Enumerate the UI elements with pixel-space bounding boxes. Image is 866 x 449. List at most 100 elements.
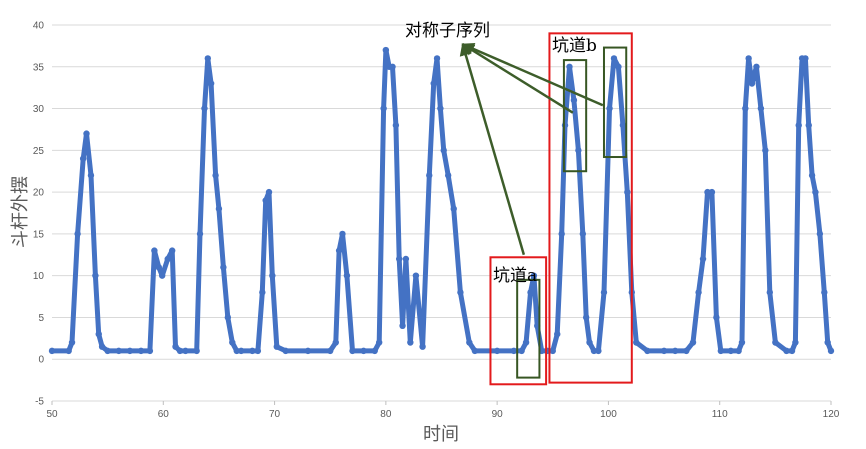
data-point [713,314,720,321]
data-point [689,339,697,346]
y-tick-label: 15 [33,229,45,240]
annotation-arrow [461,42,604,107]
data-point [708,188,716,196]
data-point [79,155,87,162]
data-point [586,339,593,346]
data-point [407,339,414,346]
data-point [137,347,145,355]
x-tick-label: 50 [46,409,58,420]
data-point [812,188,819,196]
data-point [65,347,72,355]
data-point [788,347,796,355]
data-point [795,122,802,129]
data-point [196,230,204,238]
data-point [672,347,679,355]
data-point [582,314,590,321]
data-point [600,289,608,296]
data-point [444,172,452,179]
data-point [254,347,262,355]
data-point [683,347,690,355]
x-tick-label: 90 [492,409,504,420]
x-axis-title: 时间 [423,424,459,445]
data-point [146,347,154,355]
data-point [522,339,530,346]
data-point [575,147,582,154]
data-point [98,343,106,350]
y-tick-label: 0 [38,355,44,366]
data-point [172,343,179,350]
data-point [610,55,618,62]
data-point [375,339,383,346]
data-point [766,289,773,296]
data-point [158,272,166,279]
pit-b-box [548,32,633,384]
data-point [450,205,457,213]
x-tick-label: 100 [600,409,617,420]
y-tick-label: 20 [33,188,45,199]
data-point [704,188,711,196]
y-tick-label: 40 [33,21,45,32]
x-tick-label: 70 [269,409,281,420]
data-point [389,63,396,70]
grid-lines [52,24,831,402]
data-point [595,347,602,355]
data-point [762,147,769,154]
data-point [419,343,426,350]
data-point [265,188,273,196]
data-point [430,80,437,87]
subsequence-box-a [516,278,541,379]
data-point [570,97,578,104]
data-point [182,347,189,355]
data-point [518,347,525,355]
data-point [126,347,134,355]
data-point [380,105,387,112]
data-point [249,347,256,355]
data-point [433,55,441,62]
data-point [382,46,390,54]
data-point [204,55,211,62]
x-tick-label: 110 [712,409,728,420]
data-point [349,347,356,355]
data-point [402,255,410,263]
data-point [87,172,95,179]
subsequence-box-b2 [602,46,628,159]
data-series [48,46,835,355]
data-point [201,105,208,112]
data-point [558,230,565,238]
data-point [259,289,266,296]
data-point [457,289,464,296]
data-point [392,122,400,129]
data-point [155,264,163,271]
y-axis-title: 斗杆外摆 [10,176,31,248]
data-point [824,339,831,346]
data-point [735,347,742,355]
data-point [95,330,102,338]
data-point [104,347,111,355]
data-point [151,247,158,254]
data-point [748,80,756,87]
data-point [360,347,367,355]
data-point [176,347,184,355]
data-point [327,347,334,355]
data-point [412,272,420,279]
data-point [343,272,351,279]
data-point [821,289,828,296]
data-point [745,55,752,62]
data-point [738,339,746,346]
y-tick-label: -5 [35,397,44,408]
data-point [269,272,276,279]
data-point [440,147,447,154]
data-point [332,339,339,346]
data-point [566,63,573,70]
x-tick-label: 120 [823,409,840,420]
data-point [224,314,232,321]
data-point [168,247,176,254]
y-tick-label: 35 [33,62,45,73]
data-point [74,230,81,238]
series-line [52,47,834,354]
data-point [805,122,812,129]
data-point [426,172,433,179]
data-point [792,339,799,346]
annotation-pit-a: 坑道a [493,266,537,286]
